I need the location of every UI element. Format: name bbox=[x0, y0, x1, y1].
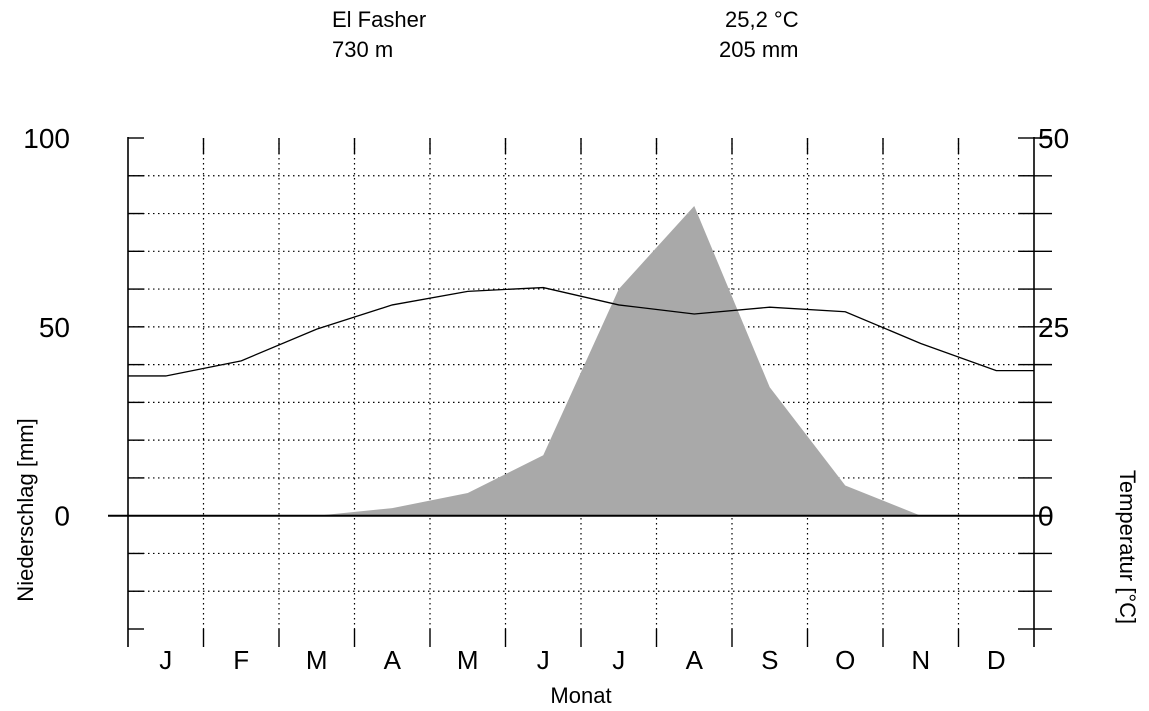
station-name: El Fasher bbox=[332, 7, 427, 32]
left-axis-title: Niederschlag [mm] bbox=[13, 418, 38, 601]
axis-labels: 100 50 0 50 25 0 J F M A M J J A S O N D bbox=[23, 123, 1069, 675]
temperature-line bbox=[128, 286, 1034, 377]
month-label: M bbox=[306, 645, 328, 675]
right-tick-label: 0 bbox=[1038, 501, 1054, 532]
month-label: J bbox=[537, 645, 550, 675]
station-elevation: 730 m bbox=[332, 37, 394, 62]
left-tick-label: 0 bbox=[54, 501, 70, 532]
month-label: J bbox=[612, 645, 625, 675]
left-tick-label: 100 bbox=[23, 123, 70, 154]
month-label: F bbox=[233, 645, 249, 675]
month-label: J bbox=[159, 645, 172, 675]
precipitation-area bbox=[128, 205, 1034, 516]
right-tick-label: 50 bbox=[1038, 123, 1069, 154]
month-label: D bbox=[987, 645, 1006, 675]
annual-precipitation: 205 mm bbox=[719, 37, 799, 62]
month-label: O bbox=[835, 645, 855, 675]
right-tick-label: 25 bbox=[1038, 312, 1069, 343]
x-axis-title: Monat bbox=[550, 683, 611, 708]
temperature-series bbox=[128, 286, 1034, 377]
precipitation-series bbox=[128, 205, 1034, 516]
plot-frame bbox=[108, 137, 1052, 647]
month-label: M bbox=[457, 645, 479, 675]
month-label: S bbox=[761, 645, 778, 675]
month-label: A bbox=[686, 645, 704, 675]
month-label: A bbox=[384, 645, 402, 675]
annual-temperature: 25,2 °C bbox=[725, 7, 799, 32]
left-tick-label: 50 bbox=[39, 312, 70, 343]
month-label: N bbox=[911, 645, 930, 675]
right-axis-title: Temperatur [°C] bbox=[1115, 470, 1140, 624]
